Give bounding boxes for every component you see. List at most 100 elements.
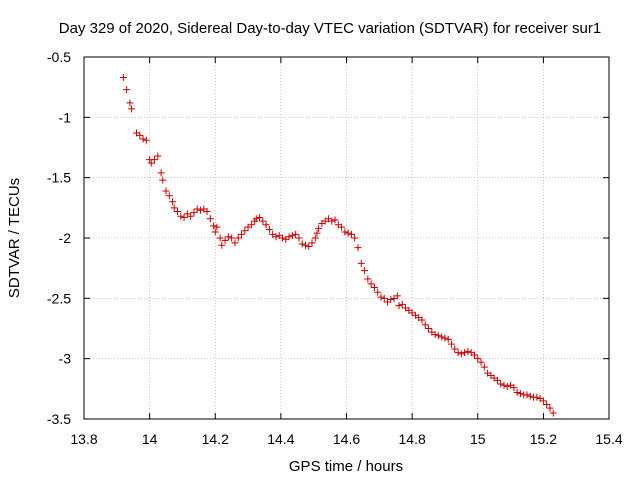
data-point — [174, 207, 182, 215]
data-point — [234, 234, 242, 242]
y-tick-label: -0.5 — [47, 49, 71, 65]
data-point — [523, 391, 531, 399]
data-point — [262, 221, 270, 229]
data-point — [238, 230, 245, 238]
data-point — [331, 216, 339, 224]
data-point — [425, 325, 433, 332]
data-point — [510, 384, 518, 392]
data-point — [377, 293, 385, 301]
data-point — [119, 74, 127, 82]
data-point — [480, 363, 488, 371]
data-point — [533, 393, 541, 401]
data-point — [247, 221, 255, 229]
data-point — [272, 233, 280, 241]
data-point — [313, 229, 321, 237]
data-point — [224, 233, 232, 241]
chart-title: Day 329 of 2020, Sidereal Day-to-day VTE… — [59, 20, 601, 37]
x-tick-label: 13.8 — [70, 431, 97, 447]
data-point — [503, 382, 511, 390]
data-point — [311, 234, 319, 242]
data-point — [357, 259, 365, 267]
y-tick-label: -1 — [59, 109, 72, 125]
data-point — [157, 169, 165, 177]
data-point — [434, 332, 442, 340]
data-point — [285, 233, 293, 241]
data-point — [470, 351, 478, 359]
y-tick-label: -3.5 — [47, 411, 71, 427]
x-tick-label: 14.6 — [333, 431, 360, 447]
data-point — [136, 131, 144, 139]
x-tick-label: 15.4 — [595, 431, 622, 447]
data-point — [344, 229, 352, 237]
data-point — [398, 300, 406, 308]
x-tick-label: 15 — [470, 431, 486, 447]
data-point — [464, 347, 472, 355]
data-point — [328, 217, 336, 225]
data-point — [493, 376, 501, 384]
data-points — [119, 74, 557, 417]
data-point — [516, 390, 524, 398]
data-point — [387, 296, 395, 304]
data-point — [147, 159, 155, 167]
data-point — [546, 404, 554, 412]
data-point — [474, 355, 482, 363]
data-point — [461, 349, 469, 357]
data-point — [159, 176, 167, 184]
grid-lines — [84, 57, 609, 419]
data-point — [165, 192, 173, 200]
data-point — [367, 280, 375, 288]
data-point — [431, 331, 439, 339]
data-point — [457, 350, 465, 358]
data-point — [256, 213, 264, 221]
data-point — [380, 294, 388, 302]
y-tick-label: -1.5 — [47, 170, 71, 186]
data-point — [448, 340, 455, 348]
data-point — [497, 380, 505, 388]
data-point — [526, 392, 534, 400]
data-point — [298, 240, 306, 248]
y-tick-labels: -0.5 -1 -1.5 -2 -2.5 -3 -3.5 — [47, 49, 71, 427]
data-point — [549, 409, 557, 417]
data-point — [374, 288, 382, 296]
data-point — [543, 401, 551, 409]
data-point — [338, 223, 346, 231]
y-axis-label: SDTVAR / TECUs — [6, 178, 23, 298]
data-point — [279, 234, 287, 242]
data-point — [315, 224, 323, 232]
data-point — [210, 222, 218, 230]
data-point — [142, 136, 150, 144]
data-point — [259, 217, 267, 225]
x-tick-label: 14.4 — [267, 431, 294, 447]
data-point — [438, 333, 446, 341]
data-point — [162, 187, 170, 195]
data-point — [421, 321, 429, 329]
data-point — [213, 223, 221, 231]
data-point — [196, 206, 204, 214]
data-point — [252, 215, 260, 223]
data-point — [393, 292, 401, 300]
data-point — [477, 358, 485, 366]
data-point — [418, 316, 426, 324]
data-point — [347, 230, 355, 238]
y-tick-label: -3 — [59, 351, 72, 367]
data-point — [139, 135, 147, 143]
data-point — [123, 86, 131, 94]
data-point — [305, 242, 313, 250]
data-point — [170, 204, 178, 212]
data-point — [203, 207, 211, 215]
data-point — [154, 152, 162, 160]
data-point — [454, 349, 462, 357]
data-point — [190, 209, 198, 217]
y-tick-label: -2.5 — [47, 290, 71, 306]
data-point — [206, 215, 214, 223]
data-point — [211, 228, 219, 236]
x-tick-label: 14 — [142, 431, 158, 447]
y-tick-label: -2 — [59, 230, 72, 246]
x-tick-label: 15.2 — [530, 431, 557, 447]
data-point — [128, 105, 136, 113]
data-point — [177, 212, 185, 220]
data-point — [351, 234, 359, 242]
data-point — [444, 335, 452, 343]
